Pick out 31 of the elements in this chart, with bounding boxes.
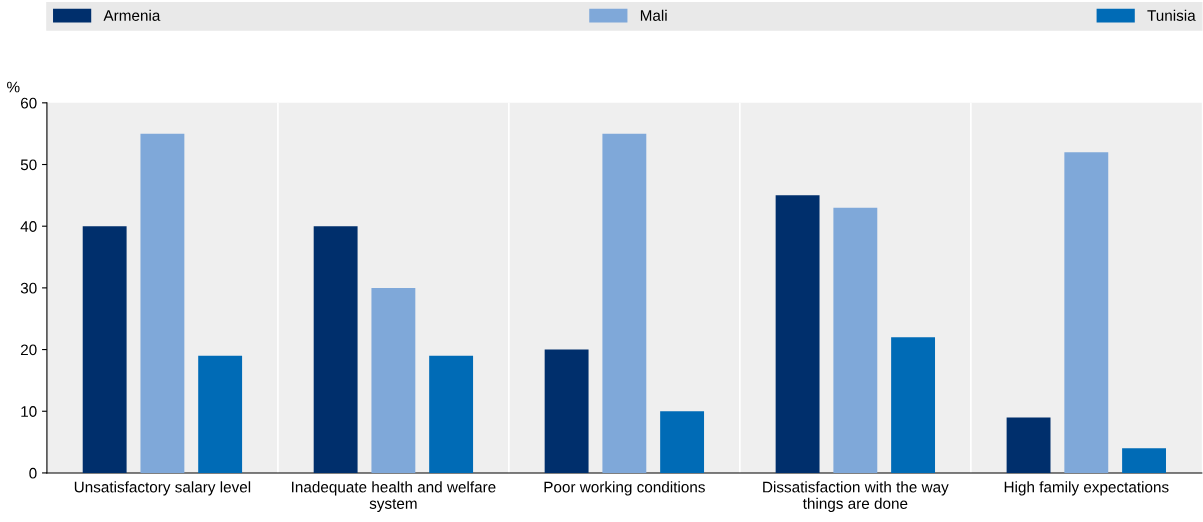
bar bbox=[1006, 417, 1051, 473]
y-tick-label: 40 bbox=[20, 221, 37, 232]
bar bbox=[313, 226, 358, 473]
bar bbox=[660, 411, 705, 473]
y-tick-label: 0 bbox=[29, 467, 37, 479]
legend-label: Armenia bbox=[103, 9, 161, 21]
legend-label: Mali bbox=[640, 9, 667, 21]
x-tick-label: Inadequate health and welfare system bbox=[292, 481, 496, 512]
bar bbox=[1122, 448, 1166, 473]
x-tick-label: High family expectations bbox=[1004, 481, 1169, 496]
x-tick-label: Unsatisfactory salary level bbox=[74, 481, 251, 496]
bar bbox=[82, 226, 127, 473]
bar bbox=[429, 355, 474, 473]
bar bbox=[602, 133, 647, 473]
bar bbox=[198, 355, 243, 473]
y-tick-label: 50 bbox=[20, 159, 37, 171]
y-axis-title: % bbox=[7, 81, 20, 93]
y-tick-label: 30 bbox=[20, 282, 37, 294]
y-tick-label: 20 bbox=[20, 344, 37, 356]
y-tick-label: 10 bbox=[21, 406, 37, 417]
bar bbox=[775, 195, 820, 473]
y-tick-label: 60 bbox=[20, 97, 37, 109]
bar bbox=[833, 207, 878, 473]
bar bbox=[544, 349, 589, 473]
legend-label: Tunisia bbox=[1147, 9, 1196, 21]
bar bbox=[891, 337, 936, 473]
x-tick-label: Dissatisfaction with the way things are done bbox=[763, 481, 949, 512]
bar bbox=[140, 133, 185, 473]
bar bbox=[1064, 152, 1109, 473]
bar bbox=[371, 287, 416, 473]
x-tick-label: Poor working conditions bbox=[544, 481, 705, 496]
